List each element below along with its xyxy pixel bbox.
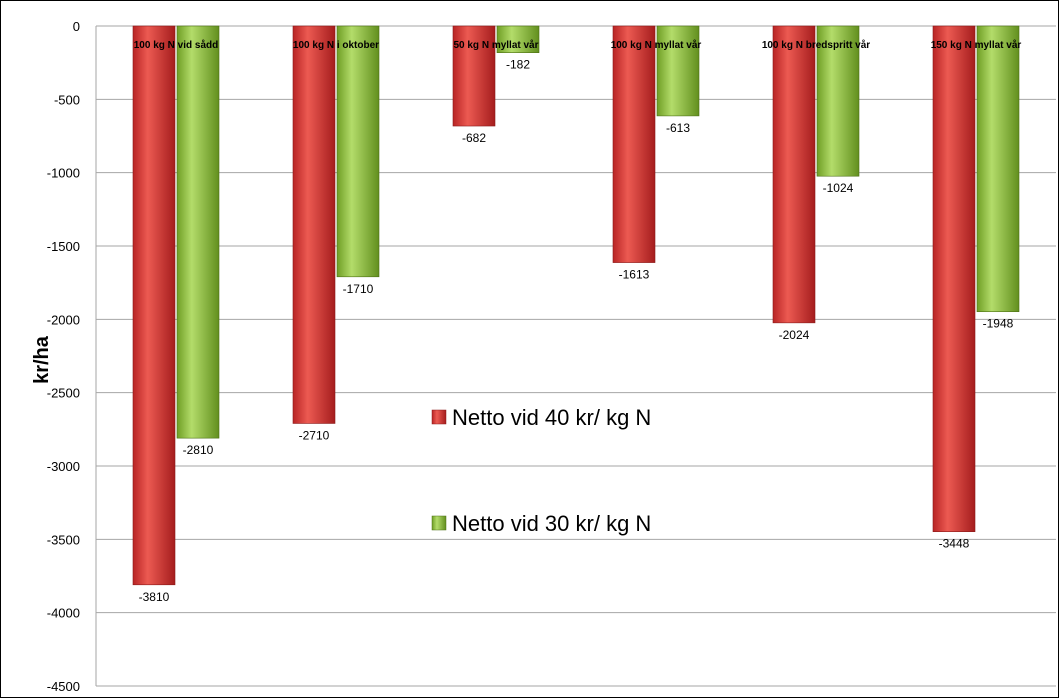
y-tick-label: -1500	[47, 239, 80, 254]
y-tick-label: -3500	[47, 532, 80, 547]
bar-30kr	[496, 25, 540, 53]
legend-label-30: Netto vid 30 kr/ kg N	[452, 511, 651, 536]
bar-40kr	[452, 25, 496, 127]
bar-30kr	[336, 25, 380, 278]
legend-swatch-40	[431, 409, 447, 425]
bar-40kr	[132, 25, 176, 586]
y-tick-label: -1000	[47, 166, 80, 181]
category-label: 50 kg N myllat vår	[453, 39, 538, 51]
data-label: -1710	[343, 282, 374, 296]
y-axis-title: kr/ha	[31, 335, 53, 384]
data-label: -2024	[779, 328, 810, 342]
category-label: 150 kg N myllat vår	[931, 39, 1022, 51]
y-tick-label: 0	[73, 19, 80, 34]
bar-40kr	[772, 25, 816, 324]
bar-30kr	[656, 25, 700, 117]
y-tick-label: -4500	[47, 679, 80, 694]
data-label: -2810	[183, 443, 214, 457]
data-label: -1948	[983, 317, 1014, 331]
y-tick-label: -2000	[47, 312, 80, 327]
data-label: -1024	[823, 181, 854, 195]
legend-label-40: Netto vid 40 kr/ kg N	[452, 405, 651, 430]
data-label: -613	[666, 121, 690, 135]
legend-swatch-30	[431, 515, 447, 531]
data-label: -182	[506, 58, 530, 72]
bar-40kr	[612, 25, 656, 263]
legend: Netto vid 40 kr/ kg N Netto vid 30 kr/ k…	[431, 405, 651, 536]
bar-30kr	[176, 25, 220, 439]
bar-30kr	[816, 25, 860, 177]
data-label: -3448	[939, 537, 970, 551]
data-label: -2710	[299, 428, 330, 442]
data-label: -682	[462, 131, 486, 145]
y-tick-label: -4000	[47, 606, 80, 621]
category-label: 100 kg N vid sådd	[134, 39, 218, 51]
category-label: 100 kg N i oktober	[293, 40, 379, 51]
y-tick-label: -500	[54, 92, 80, 107]
bar-30kr	[976, 25, 1020, 313]
data-label: -1613	[619, 268, 650, 282]
bar-40kr	[932, 25, 976, 533]
category-label: 100 kg N myllat vår	[611, 39, 702, 51]
bar-40kr	[292, 25, 336, 424]
data-label: -3810	[139, 590, 170, 604]
category-label: 100 kg N bredspritt vår	[762, 39, 870, 51]
y-tick-label: -2500	[47, 386, 80, 401]
y-tick-label: -3000	[47, 459, 80, 474]
